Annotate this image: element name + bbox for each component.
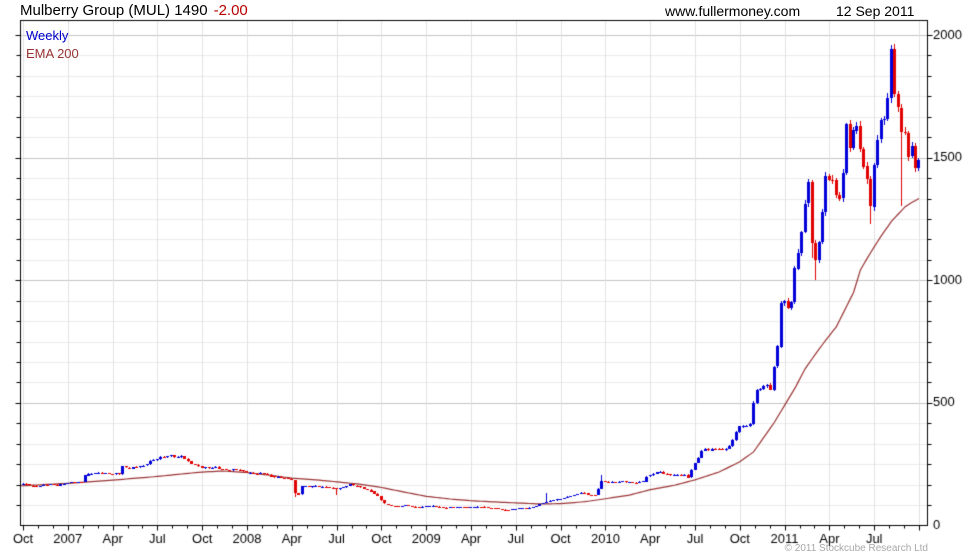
chart-title: Mulberry Group (MUL) 1490 [20, 2, 208, 19]
price-change: -2.00 [213, 2, 248, 19]
chart-header: Mulberry Group (MUL) 1490 -2.00 [20, 2, 248, 19]
chart-date: 12 Sep 2011 [836, 3, 915, 19]
website-link[interactable]: www.fullermoney.com [665, 3, 801, 19]
legend-ema-label: EMA 200 [26, 46, 79, 61]
legend-weekly-label: Weekly [26, 28, 69, 43]
copyright-notice: © 2011 Stockcube Research Ltd [784, 543, 928, 554]
